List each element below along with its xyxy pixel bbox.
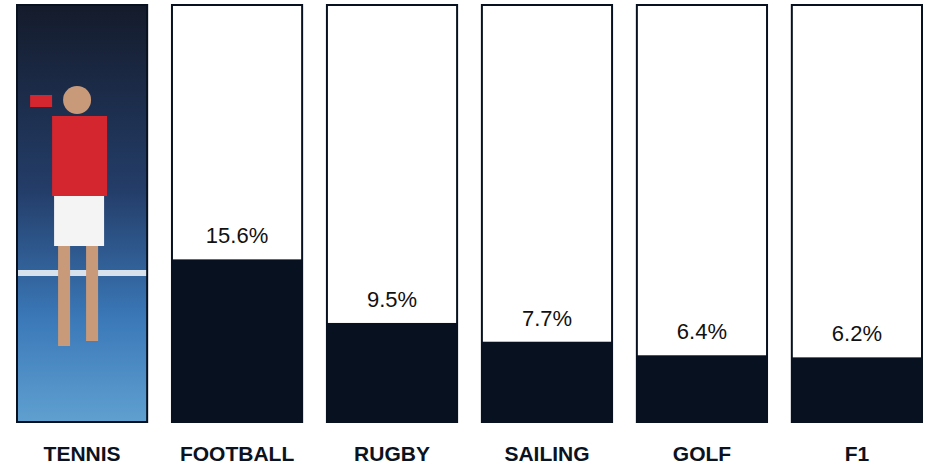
x-tick: SAILING <box>504 442 589 465</box>
column-frame <box>637 5 767 422</box>
category-label: F1 <box>845 442 870 465</box>
category-label: RUGBY <box>354 442 430 465</box>
photo-leg <box>86 246 98 341</box>
column-frame <box>792 5 922 422</box>
bars <box>172 259 922 422</box>
x-tick: F1 <box>845 442 870 465</box>
category-label: GOLF <box>673 442 731 465</box>
bar <box>792 357 922 422</box>
data-label: 6.4% <box>677 319 727 344</box>
column-background <box>327 5 457 422</box>
column-frame <box>17 5 147 422</box>
data-label: 9.5% <box>367 287 417 312</box>
x-axis: TENNIS FOOTBALL RUGBY SAILING GOLF F1 <box>44 442 870 465</box>
x-tick: GOLF <box>673 442 731 465</box>
photo-arm <box>30 95 52 107</box>
column-frame <box>327 5 457 422</box>
photo-head <box>63 86 91 114</box>
photo-net <box>17 270 147 276</box>
column-background <box>637 5 767 422</box>
data-label: 7.7% <box>522 306 572 331</box>
column-frame <box>172 5 302 422</box>
category-label: TENNIS <box>44 442 121 465</box>
photo-leg <box>58 246 70 346</box>
category-label: SAILING <box>504 442 589 465</box>
column-background <box>792 5 922 422</box>
photo-shorts <box>54 196 104 246</box>
photo-shirt <box>52 116 107 196</box>
column-frame <box>482 5 612 422</box>
bar <box>482 342 612 422</box>
data-labels: 15.6% 9.5% 7.7% 6.4% 6.2% <box>206 223 882 346</box>
x-tick: TENNIS <box>44 442 121 465</box>
column-background <box>482 5 612 422</box>
x-tick: RUGBY <box>354 442 430 465</box>
column-frames <box>17 5 922 422</box>
bar <box>172 259 302 422</box>
chart: 15.6% 9.5% 7.7% 6.4% 6.2% TENNIS FOOTBALL RUGBY… <box>0 0 936 476</box>
data-label: 6.2% <box>832 321 882 346</box>
column-background <box>172 5 302 422</box>
photo-panel <box>17 5 147 422</box>
x-tick: FOOTBALL <box>180 442 294 465</box>
bar <box>327 323 457 422</box>
category-label: FOOTBALL <box>180 442 294 465</box>
column-backgrounds <box>17 5 922 422</box>
photo-figure <box>17 86 147 346</box>
bar <box>637 355 767 422</box>
data-label: 15.6% <box>206 223 268 248</box>
